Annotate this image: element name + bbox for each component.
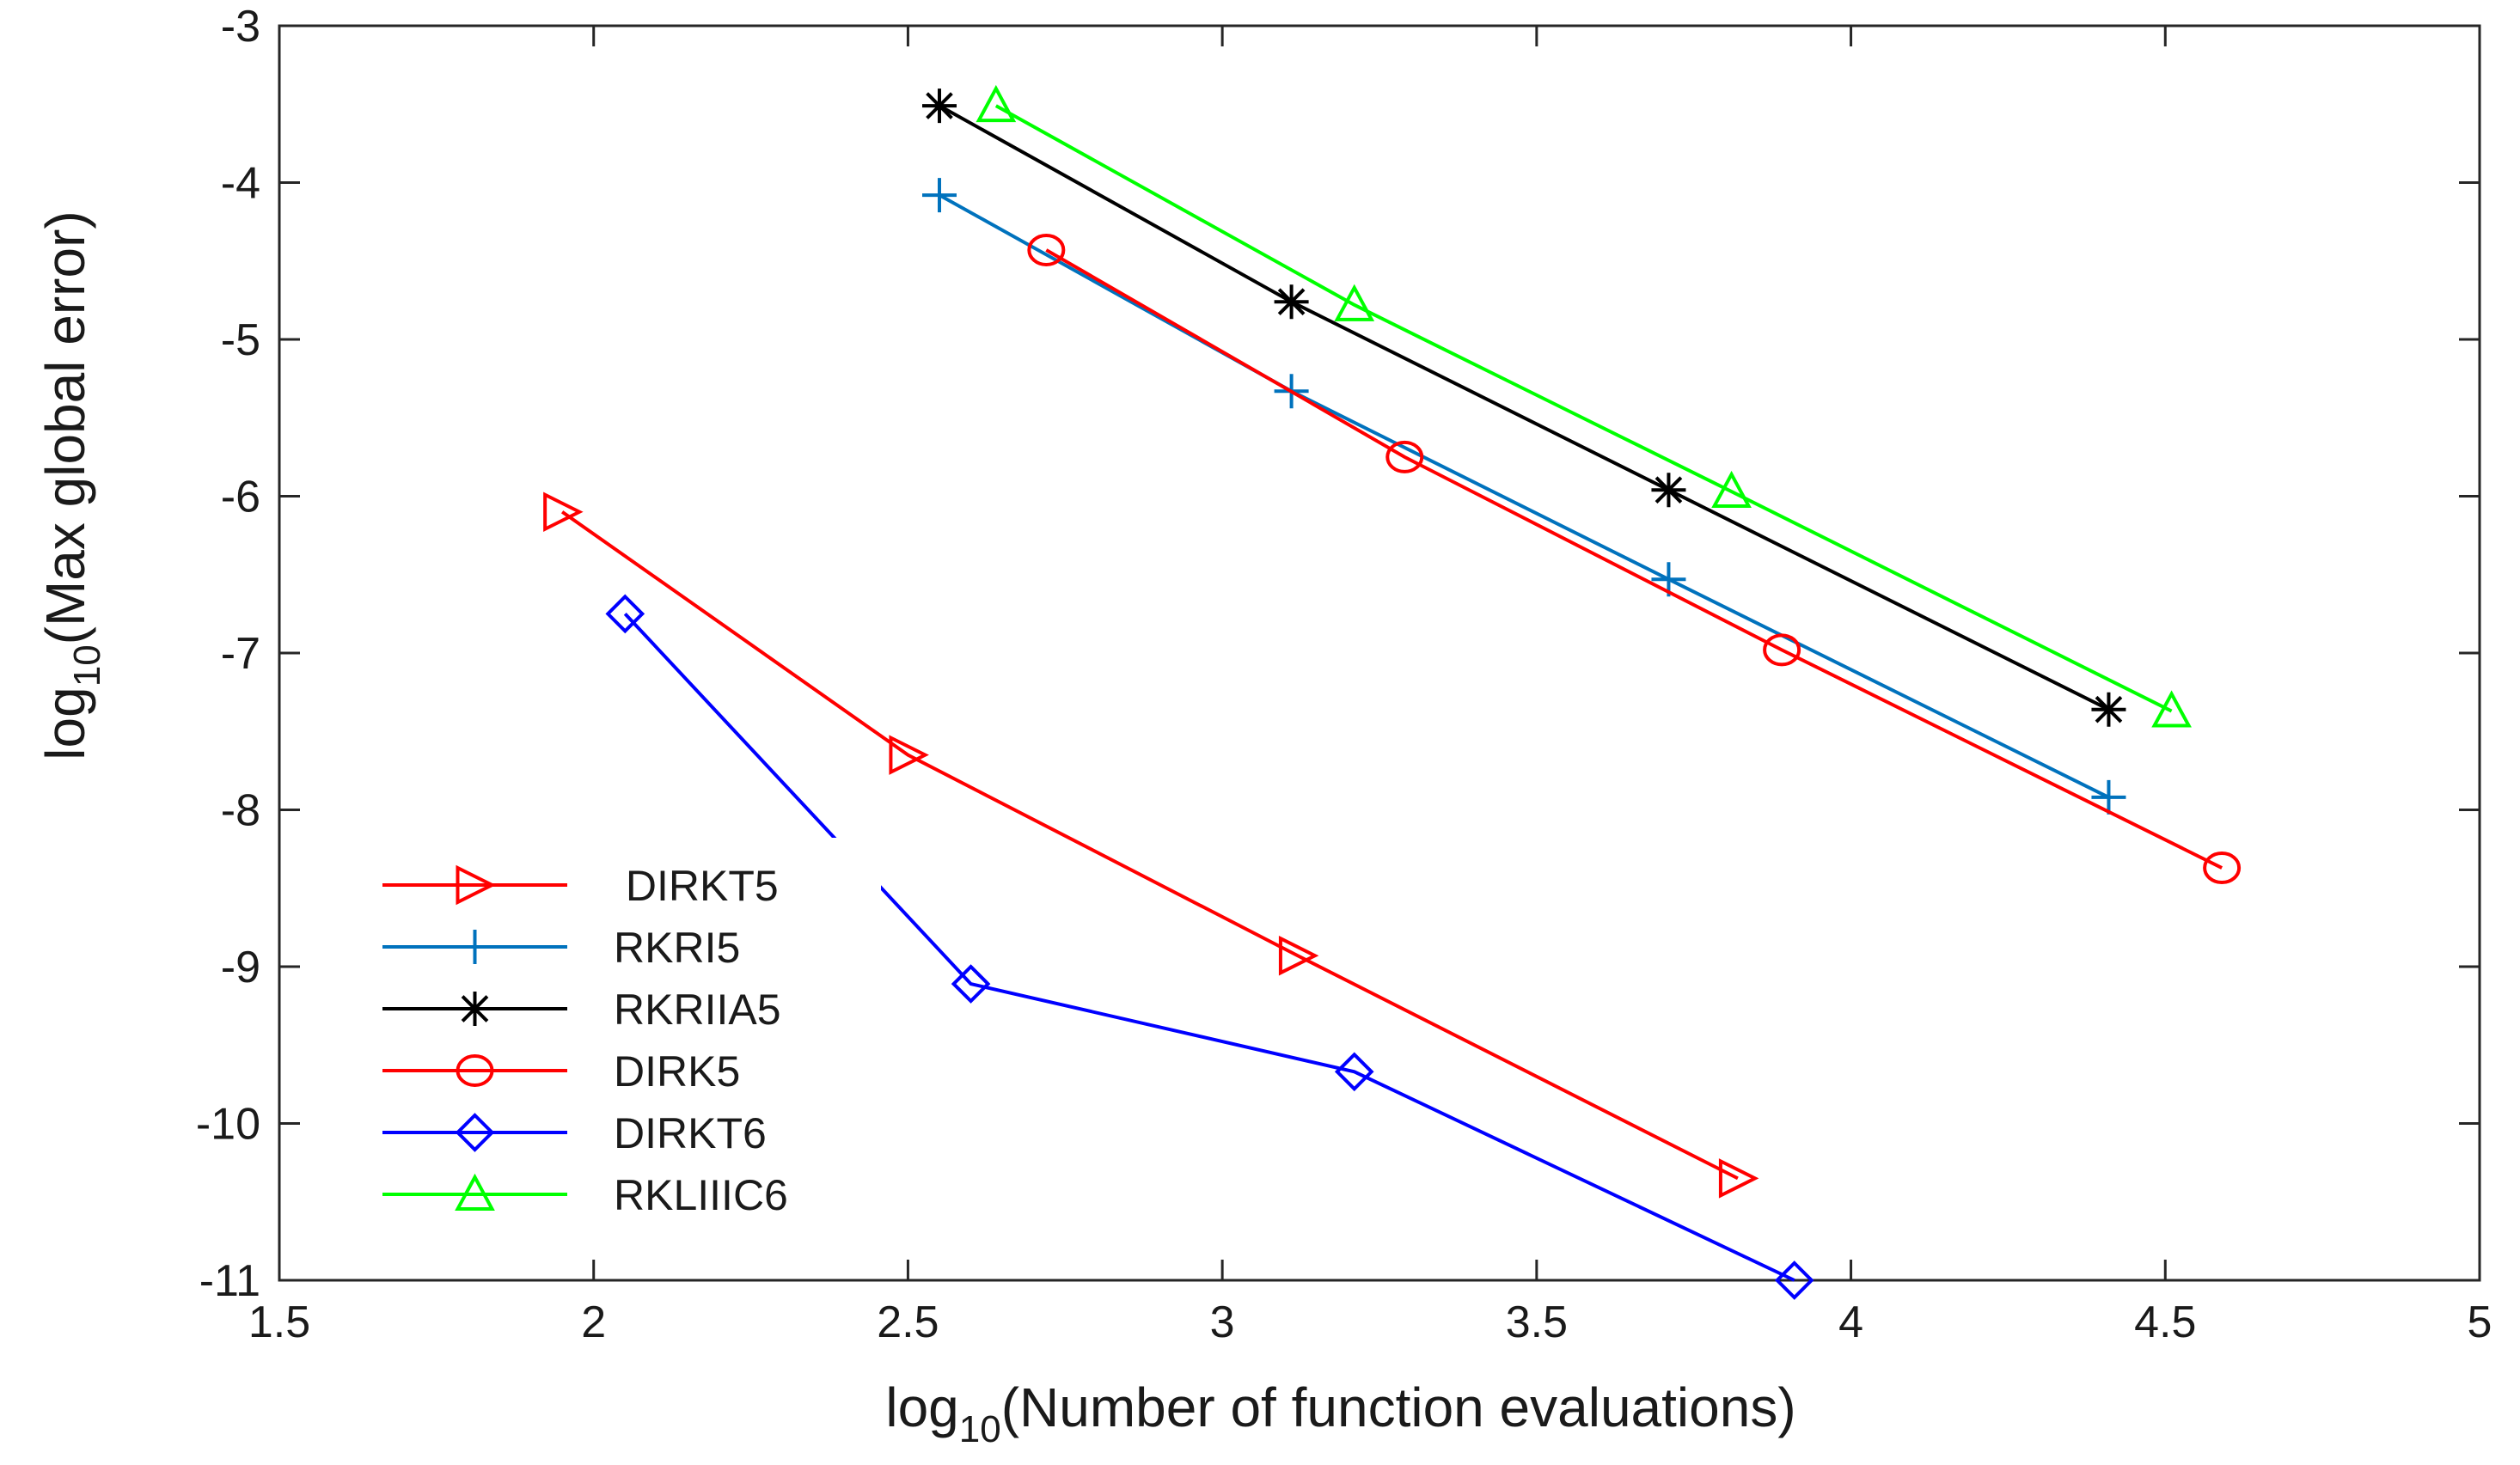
x-tick-label: 3 bbox=[1210, 1297, 1235, 1347]
x-tick-label: 3.5 bbox=[1506, 1297, 1568, 1347]
data-point bbox=[1278, 935, 1319, 976]
x-tick-label: 4.5 bbox=[2134, 1297, 2196, 1347]
x-tick-label: 4 bbox=[1838, 1297, 1863, 1347]
legend-item: DIRKT6 bbox=[382, 1109, 767, 1157]
series-dirkt6 bbox=[605, 594, 1814, 1300]
y-tick-label: -9 bbox=[221, 943, 260, 992]
y-ticks: -3 -4 -5 -6 -7 -8 -9 -10 -11 bbox=[196, 2, 2480, 1306]
legend-item: DIRK5 bbox=[382, 1047, 740, 1096]
data-point bbox=[1385, 440, 1424, 473]
legend-label: DIRKT6 bbox=[614, 1109, 767, 1157]
data-point bbox=[2091, 779, 2126, 815]
x-tick-label: 2 bbox=[581, 1297, 606, 1347]
series-line bbox=[994, 104, 2173, 713]
data-point bbox=[1027, 233, 1066, 266]
legend-label: RKLIIIC6 bbox=[614, 1171, 788, 1219]
series-line bbox=[560, 510, 1739, 1181]
legend-marker bbox=[457, 992, 492, 1026]
data-point bbox=[605, 594, 645, 634]
x-tick-label: 1.5 bbox=[248, 1297, 310, 1347]
y-axis-label: log10(Max global error) bbox=[34, 211, 108, 760]
data-point bbox=[1651, 473, 1686, 508]
legend-label: RKRIIA5 bbox=[614, 986, 781, 1034]
x-ticks: 1.5 2 2.5 3 3.5 4 4.5 5 bbox=[248, 26, 2492, 1347]
data-point bbox=[1334, 1052, 1374, 1092]
legend-item: DIRKT5 bbox=[382, 862, 779, 910]
data-point bbox=[951, 964, 991, 1004]
legend-item: RKRIIA5 bbox=[382, 986, 781, 1034]
series-dirk5 bbox=[1027, 233, 2242, 885]
legend-marker bbox=[455, 1173, 495, 1211]
series-group bbox=[543, 84, 2242, 1300]
legend-item: RKLIIIC6 bbox=[382, 1171, 788, 1219]
y-tick-label: -6 bbox=[221, 473, 260, 522]
data-point bbox=[1763, 633, 1801, 667]
data-point bbox=[1274, 284, 1309, 320]
data-point bbox=[922, 178, 957, 213]
data-point bbox=[889, 735, 929, 775]
data-point bbox=[1334, 284, 1375, 321]
series-dirkt5 bbox=[543, 491, 1759, 1199]
y-tick-label: -7 bbox=[221, 629, 260, 679]
data-point bbox=[1774, 1261, 1814, 1300]
y-tick-label: -11 bbox=[199, 1256, 260, 1306]
legend-marker bbox=[457, 930, 492, 964]
series-rkriia5 bbox=[922, 89, 2126, 727]
data-point bbox=[976, 84, 1017, 123]
legend-marker bbox=[456, 1054, 494, 1087]
legend-label: DIRK5 bbox=[614, 1047, 740, 1096]
legend-box bbox=[365, 838, 881, 1207]
y-tick-label: -5 bbox=[221, 315, 260, 365]
series-line bbox=[939, 193, 2110, 799]
x-tick-label: 5 bbox=[2468, 1297, 2492, 1347]
legend-marker bbox=[456, 864, 496, 906]
legend-label: RKRI5 bbox=[614, 924, 740, 972]
data-point bbox=[1711, 470, 1752, 509]
y-tick-label: -3 bbox=[221, 2, 260, 52]
legend-label: DIRKT5 bbox=[614, 862, 779, 910]
series-rkliiic6 bbox=[976, 84, 2192, 728]
legend: DIRKT5 RKRI5 RKRIIA5 DIRK5 DIRKT6 RKLIIIC6 bbox=[365, 838, 881, 1219]
x-axis-label: log10(Number of function evaluations) bbox=[885, 1376, 1795, 1450]
y-tick-label: -10 bbox=[196, 1100, 260, 1150]
data-point bbox=[2091, 692, 2126, 727]
x-tick-label: 2.5 bbox=[877, 1297, 939, 1347]
y-tick-label: -8 bbox=[221, 786, 260, 836]
data-point bbox=[922, 89, 957, 124]
y-tick-label: -4 bbox=[221, 159, 260, 209]
legend-marker bbox=[455, 1113, 495, 1152]
data-point bbox=[1718, 1158, 1759, 1199]
series-rkri5 bbox=[922, 178, 2126, 815]
series-line bbox=[939, 104, 2110, 711]
series-line bbox=[623, 613, 1795, 1282]
series-line bbox=[1045, 248, 2223, 870]
data-point bbox=[2203, 852, 2242, 885]
legend-item: RKRI5 bbox=[382, 924, 740, 972]
data-point bbox=[543, 491, 584, 532]
data-point bbox=[2151, 690, 2192, 728]
